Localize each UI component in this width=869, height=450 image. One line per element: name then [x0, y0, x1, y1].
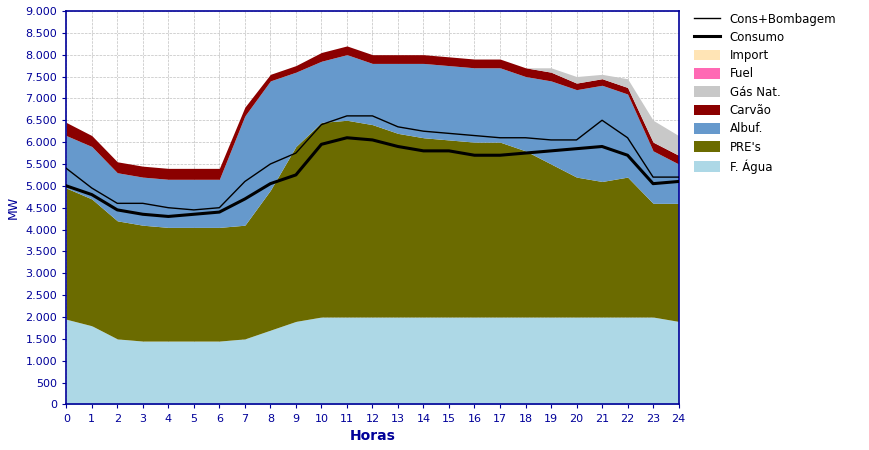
- Y-axis label: MW: MW: [7, 196, 20, 219]
- X-axis label: Horas: Horas: [349, 429, 395, 443]
- Legend: Cons+Bombagem, Consumo, Import, Fuel, Gás Nat., Carvão, Albuf., PRE's, F. Água: Cons+Bombagem, Consumo, Import, Fuel, Gá…: [690, 9, 839, 177]
